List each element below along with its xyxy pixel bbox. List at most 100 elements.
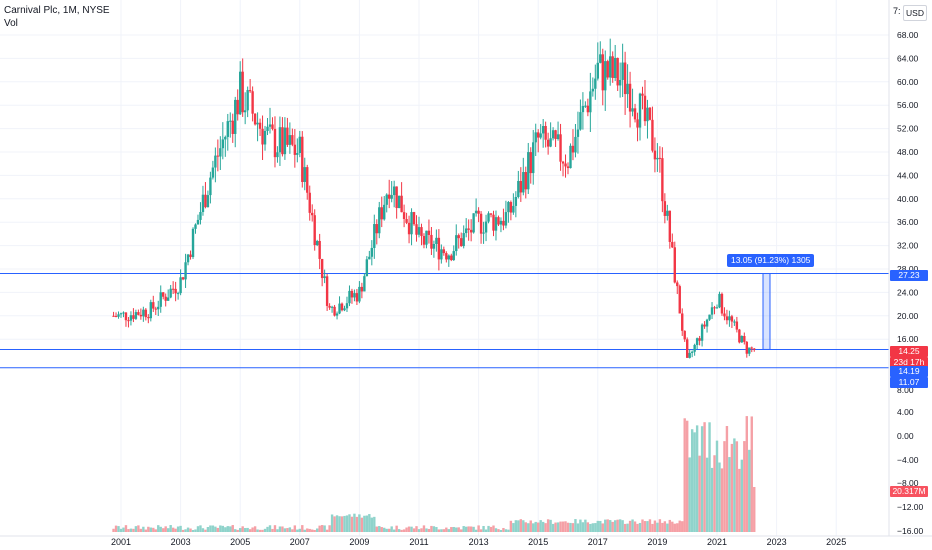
volume-bar <box>720 468 724 532</box>
time-axis-label: 2017 <box>588 537 608 547</box>
volume-bar <box>335 515 339 532</box>
volume-bar <box>676 523 679 532</box>
volume-bar <box>519 519 523 532</box>
volume-bar <box>616 519 619 532</box>
volume-bar <box>246 527 249 532</box>
volume-bar <box>417 529 421 532</box>
volume-bar <box>688 457 691 532</box>
volume-bar <box>504 529 508 532</box>
candle-body <box>489 213 493 215</box>
volume-bar <box>683 418 686 532</box>
volume-bar <box>370 517 374 532</box>
volume-bar <box>646 521 649 532</box>
candle-body <box>564 163 567 167</box>
volume-bar <box>745 416 748 532</box>
volume-bar <box>385 528 388 532</box>
time-axis-label: 2019 <box>647 537 667 547</box>
volume-bar <box>365 515 369 532</box>
volume-bar <box>117 526 120 532</box>
candle-body <box>464 228 468 234</box>
candle-body <box>253 113 257 125</box>
candle-body <box>663 201 667 216</box>
volume-bar <box>658 519 662 532</box>
volume-bar <box>348 514 351 532</box>
volume-bar <box>137 525 140 532</box>
measure-tool[interactable] <box>762 273 771 350</box>
volume-bars <box>112 416 756 532</box>
candle-body <box>656 157 659 160</box>
volume-bar <box>738 468 741 532</box>
volume-last-tag: 20.317M <box>890 486 928 497</box>
candle-body <box>579 112 582 130</box>
candle-body <box>137 312 140 315</box>
candle-body <box>631 108 634 112</box>
candle-body <box>733 321 736 323</box>
volume-bar <box>740 459 744 532</box>
measure-label: 13.05 (91.23%) 1305 <box>727 254 815 267</box>
candle-body <box>628 83 632 112</box>
volume-bar <box>556 522 560 532</box>
candle-body <box>576 129 580 137</box>
candle-body <box>750 347 753 349</box>
candle-body <box>159 292 162 307</box>
symbol-title[interactable]: Carnival Plc, 1M, NYSE <box>4 5 110 16</box>
candle-body <box>591 88 595 92</box>
candle-body <box>606 61 609 78</box>
volume-axis[interactable]: 4.00 0.00 −4.00 −8.00 −12.00 −16.00 <box>897 407 924 536</box>
price-axis-label: 48.00 <box>897 147 919 157</box>
candle-body <box>206 195 210 208</box>
volume-bar <box>248 529 252 532</box>
volume-bar <box>442 529 446 532</box>
volume-bar <box>653 520 657 532</box>
volume-indicator-label[interactable]: Vol <box>4 18 18 29</box>
volume-bar <box>576 523 580 532</box>
volume-bar <box>124 525 128 532</box>
volume-bar <box>343 515 346 532</box>
grid <box>0 0 889 536</box>
volume-bar <box>700 426 704 532</box>
currency-button[interactable]: USD <box>903 5 927 21</box>
volume-bar <box>497 529 500 532</box>
price-axis-label: 60.00 <box>897 77 919 87</box>
candle-body <box>705 319 709 327</box>
volume-bar <box>469 526 473 532</box>
candle-body <box>171 288 175 290</box>
time-axis[interactable]: 2001 2003 2005 2007 2009 2011 2013 2015 2017 2019… <box>111 537 846 547</box>
candle-body <box>184 262 187 280</box>
volume-bar <box>621 520 624 532</box>
price-axis[interactable]: 68.00 64.00 60.00 56.00 52.00 48.00 44.00 40.00… <box>897 30 919 395</box>
volume-bar <box>623 523 627 532</box>
candle-body <box>425 230 428 245</box>
volume-bar <box>479 529 483 532</box>
volume-bar <box>320 525 324 532</box>
candle-body <box>390 195 393 199</box>
candle-body <box>375 224 378 234</box>
volume-bar <box>114 525 118 532</box>
time-axis-label: 2001 <box>111 537 131 547</box>
time-axis-label: 2015 <box>528 537 548 547</box>
candle-body <box>129 315 133 321</box>
candle-body <box>278 127 282 153</box>
candle-body <box>648 107 652 120</box>
candle-body <box>204 194 207 208</box>
candle-body <box>477 210 480 214</box>
candle-body <box>114 315 118 317</box>
candle-body <box>430 234 433 249</box>
candle-body <box>683 330 686 340</box>
price-axis-divider <box>0 0 932 537</box>
candle-body <box>708 314 711 320</box>
candle-body <box>124 312 128 321</box>
volume-bar <box>698 455 701 532</box>
candle-body <box>641 93 644 96</box>
candle-body <box>318 240 321 259</box>
candle-body <box>330 306 334 308</box>
candle-body <box>613 57 617 78</box>
volume-bar <box>239 528 242 532</box>
candle-body <box>460 238 463 247</box>
candle-body <box>122 312 125 314</box>
candle-body <box>643 95 647 122</box>
volume-bar <box>430 525 433 532</box>
candle-body <box>467 228 470 230</box>
volume-bar <box>537 522 540 532</box>
